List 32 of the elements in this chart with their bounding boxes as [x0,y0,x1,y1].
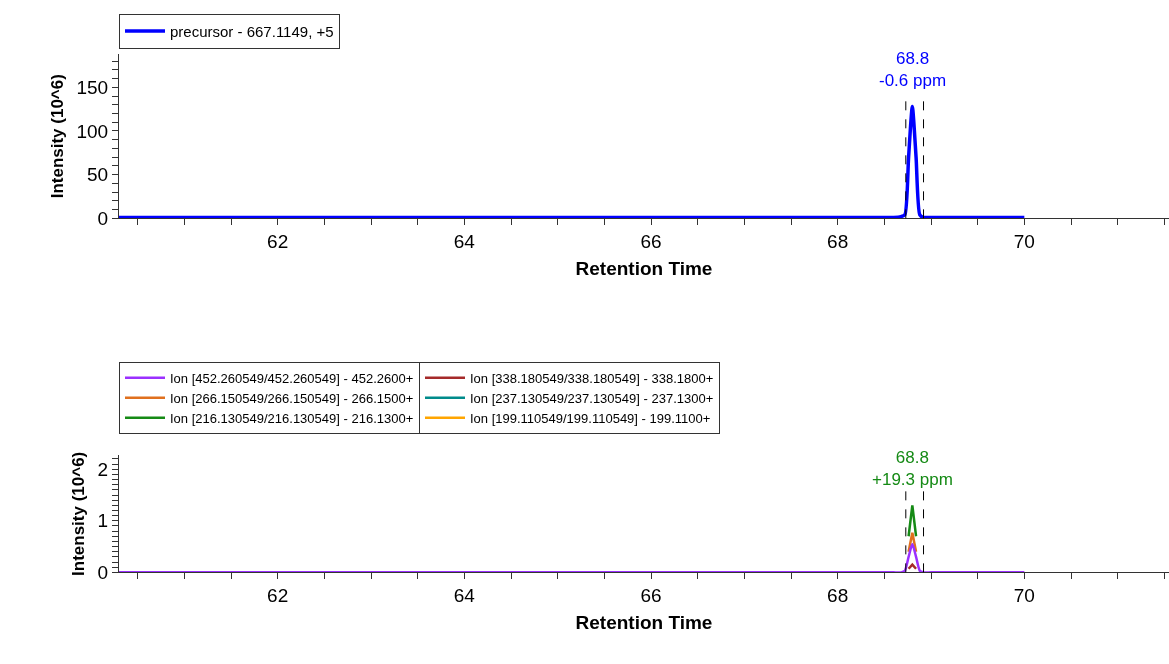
y-tick-label: 50 [87,164,109,186]
legend-label: Ion [452.260549/452.260549] - 452.2600+ [170,370,414,386]
annotation: 68.8 +19.3 ppm [872,448,953,490]
x-tick-label: 68 [827,585,849,607]
legend-label: Ion [338.180549/338.180549] - 338.1800+ [470,370,714,386]
legend-label: Ion [199.110549/199.110549] - 199.1100+ [470,410,711,426]
line-series [119,542,1026,573]
y-axis-title: Intensity (10^6) [48,74,68,199]
y-tick-label: 100 [76,120,109,142]
y-tick-label: 1 [97,510,109,532]
legend-label: Ion [237.130549/237.130549] - 237.1300+ [470,390,714,406]
y-tick-label: 0 [97,207,109,229]
legend-label: Ion [266.150549/266.150549] - 266.1500+ [170,390,414,406]
y-tick-label: 2 [97,458,109,480]
x-axis-title: Retention Time [575,257,713,279]
x-tick-label: 66 [640,585,662,607]
x-tick-label: 64 [453,585,476,607]
x-axis-title: Retention Time [575,611,713,633]
x-tick-label: 68 [827,231,849,253]
annotation: 68.8 -0.6 ppm [879,49,947,91]
legend-label: Ion [216.130549/216.130549] - 216.1300+ [170,410,414,426]
y-axis-title: Intensity (10^6) [69,451,89,576]
x-tick-label: 62 [267,231,289,253]
legend-label: precursor - 667.1149, +5 [170,22,334,40]
x-tick-label: 66 [640,231,662,253]
x-tick-label: 62 [267,585,289,607]
x-tick-label: 70 [1013,585,1035,607]
y-tick-label: 0 [97,562,109,584]
x-tick-label: 64 [453,231,476,253]
x-tick-label: 70 [1013,231,1035,253]
line-series [119,104,1027,219]
y-tick-label: 150 [76,76,109,98]
